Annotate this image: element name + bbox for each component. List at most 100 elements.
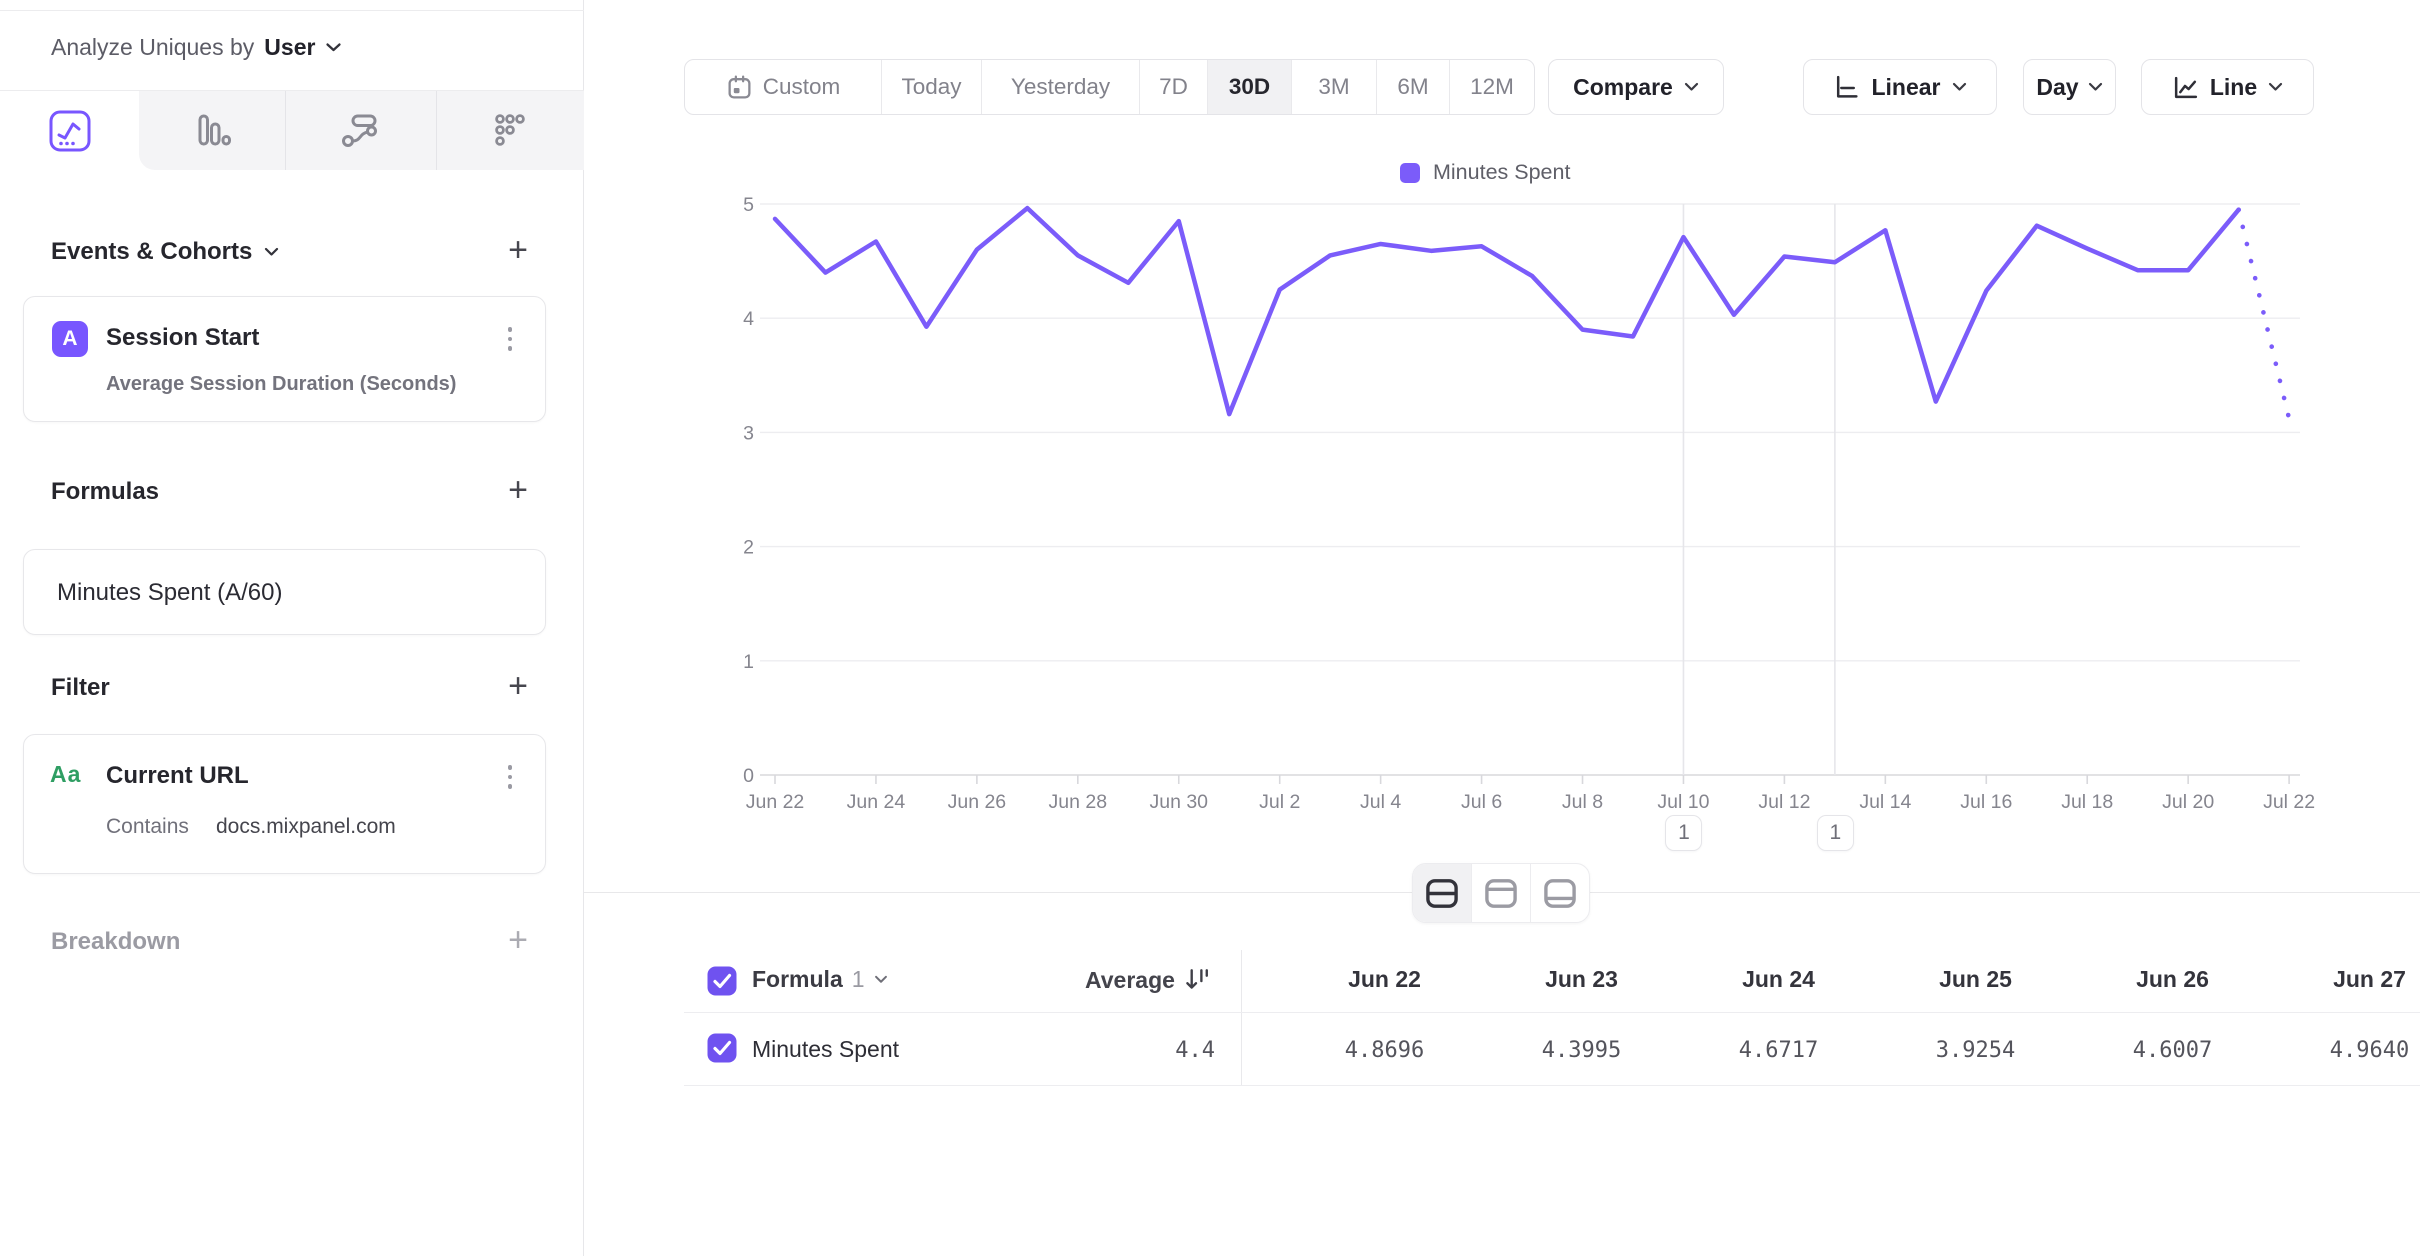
- date-range-30d[interactable]: 30D: [1207, 60, 1291, 114]
- event-kebab-menu[interactable]: [495, 321, 525, 357]
- split-view-button[interactable]: [1413, 864, 1471, 922]
- event-card[interactable]: A Session Start Average Session Duration…: [23, 296, 546, 422]
- date-column-header[interactable]: Jun 25: [1939, 966, 2012, 992]
- formula-column-header[interactable]: Formula 1: [752, 966, 888, 993]
- series-row-label[interactable]: Minutes Spent: [752, 1036, 900, 1062]
- x-tick-label: Jun 24: [847, 791, 906, 813]
- interval-selector-button[interactable]: Day: [2023, 59, 2116, 115]
- add-formula-button[interactable]: +: [508, 470, 528, 509]
- date-column-header[interactable]: Jun 23: [1545, 966, 1618, 992]
- date-column-header[interactable]: Jun 24: [1742, 966, 1815, 992]
- formulas-header: Formulas: [51, 478, 159, 506]
- minutes-spent-row-checkbox[interactable]: [707, 1033, 737, 1063]
- compare-button[interactable]: Compare: [1548, 59, 1724, 115]
- x-tick-label: Jun 28: [1049, 791, 1108, 813]
- sort-descending-icon[interactable]: [1183, 966, 1209, 994]
- analyze-uniques-value[interactable]: User: [264, 34, 316, 60]
- x-tick-label: Jul 8: [1562, 791, 1603, 813]
- filter-kebab-menu[interactable]: [495, 759, 525, 795]
- date-range-today[interactable]: Today: [881, 60, 981, 114]
- date-column-header[interactable]: Jun 27: [2333, 966, 2406, 992]
- tab-flows[interactable]: [337, 108, 383, 154]
- y-tick-label: 3: [743, 422, 754, 444]
- date-range-label: 3M: [1318, 74, 1350, 99]
- chart-type-selector-button[interactable]: Line: [2141, 59, 2314, 115]
- tab-insights-line-chart[interactable]: [47, 108, 93, 154]
- x-tick-label: Jul 4: [1360, 791, 1401, 813]
- y-tick-label: 0: [743, 765, 754, 787]
- x-tick-label: Jul 2: [1259, 791, 1300, 813]
- legend-swatch: [1400, 162, 1420, 183]
- chart-plot-area[interactable]: 0 1 2 3 4 5 Jun 22 Jun 24 Jun 26 Jun 28 Jun 30 Jul …: [740, 190, 2320, 870]
- x-tick-label: Jun 30: [1149, 791, 1208, 813]
- add-breakdown-button[interactable]: +: [508, 920, 528, 959]
- add-filter-button[interactable]: +: [508, 666, 528, 705]
- date-range-control: Custom Today Yesterday 7D 30D 3M 6M 12M: [684, 59, 1535, 115]
- date-column-header[interactable]: Jun 22: [1348, 966, 1421, 992]
- annotation-badge-jul-10[interactable]: 1: [1665, 815, 1703, 851]
- date-column-header[interactable]: Jun 26: [2136, 966, 2209, 992]
- x-tick-label: Jun 26: [948, 791, 1007, 813]
- legend-label: Minutes Spent: [1433, 160, 1571, 184]
- date-range-label: 6M: [1397, 74, 1429, 99]
- date-range-label: Custom: [762, 74, 841, 99]
- bar-chart-icon: [198, 114, 231, 146]
- x-tick-label: Jul 6: [1461, 791, 1502, 813]
- series-line-incomplete-segment: [2236, 207, 2292, 421]
- scale-selector-button[interactable]: Linear: [1803, 59, 1997, 115]
- date-range-label: 30D: [1228, 74, 1271, 99]
- annotation-badge-jul-13[interactable]: 1: [1816, 815, 1854, 851]
- event-letter-badge: A: [52, 321, 88, 357]
- flows-icon: [342, 114, 377, 147]
- table-header-border: [684, 1012, 2420, 1013]
- series-line-minutes-spent[interactable]: [772, 205, 2241, 417]
- date-range-12m[interactable]: 12M: [1449, 60, 1534, 114]
- date-range-yesterday[interactable]: Yesterday: [981, 60, 1139, 114]
- date-range-label: 12M: [1470, 74, 1514, 99]
- x-tick-label: Jun 22: [746, 791, 805, 813]
- filter-property-name[interactable]: Current URL: [106, 762, 249, 789]
- x-tick-label: Jul 14: [1859, 791, 1911, 813]
- formula-header-label: Formula: [752, 966, 843, 992]
- filter-value[interactable]: docs.mixpanel.com: [216, 815, 396, 838]
- chevron-down-icon: [874, 975, 887, 983]
- split-view-icon: [1426, 878, 1458, 908]
- filter-card[interactable]: Aa Current URL Contains docs.mixpanel.co…: [23, 734, 546, 874]
- average-column-header[interactable]: Average: [1085, 966, 1209, 994]
- formula-row-checkbox[interactable]: [707, 966, 737, 996]
- analyze-uniques-row: Analyze Uniques by User: [51, 34, 342, 61]
- events-cohorts-header[interactable]: Events & Cohorts: [51, 238, 279, 266]
- tab-bar-chart[interactable]: [189, 108, 235, 154]
- date-column-value: 4.3995: [1541, 1038, 1622, 1063]
- event-aggregation[interactable]: Average Session Duration (Seconds): [106, 373, 457, 395]
- breakdown-header: Breakdown: [51, 928, 180, 956]
- legend-item-minutes-spent[interactable]: Minutes Spent: [1400, 160, 1570, 185]
- breakdown-title: Breakdown: [51, 928, 181, 955]
- chevron-down-icon: [1952, 82, 1966, 91]
- date-range-custom[interactable]: Custom: [685, 60, 881, 114]
- x-tick-label: Jul 16: [1960, 791, 2012, 813]
- linear-scale-icon: [1837, 75, 1859, 98]
- filter-operator[interactable]: Contains: [106, 815, 189, 838]
- date-range-7d[interactable]: 7D: [1139, 60, 1207, 114]
- chart-type-label: Line: [2209, 73, 2258, 100]
- table-top-view-icon: [1485, 878, 1517, 908]
- x-tick-label: Jul 18: [2061, 791, 2113, 813]
- table-top-view-button[interactable]: [1471, 864, 1530, 922]
- table-date-headers: Jun 22 Jun 23 Jun 24 Jun 25 Jun 26 Jun 27: [1286, 966, 2420, 993]
- date-range-label: Yesterday: [1010, 74, 1111, 99]
- formula-expression[interactable]: Minutes Spent (A/60): [57, 579, 283, 606]
- formula-card[interactable]: Minutes Spent (A/60): [23, 549, 546, 635]
- date-column-value: 4.8696: [1344, 1038, 1425, 1063]
- chevron-down-icon[interactable]: [325, 42, 342, 53]
- date-range-6m[interactable]: 6M: [1376, 60, 1449, 114]
- y-tick-label: 5: [743, 194, 754, 216]
- tab-retention[interactable]: [487, 108, 533, 154]
- events-cohorts-title: Events & Cohorts: [51, 238, 253, 265]
- event-name[interactable]: Session Start: [106, 324, 260, 351]
- string-property-badge: Aa: [50, 761, 82, 787]
- date-range-3m[interactable]: 3M: [1291, 60, 1376, 114]
- table-bottom-view-button[interactable]: [1530, 864, 1589, 922]
- add-event-button[interactable]: +: [508, 230, 528, 269]
